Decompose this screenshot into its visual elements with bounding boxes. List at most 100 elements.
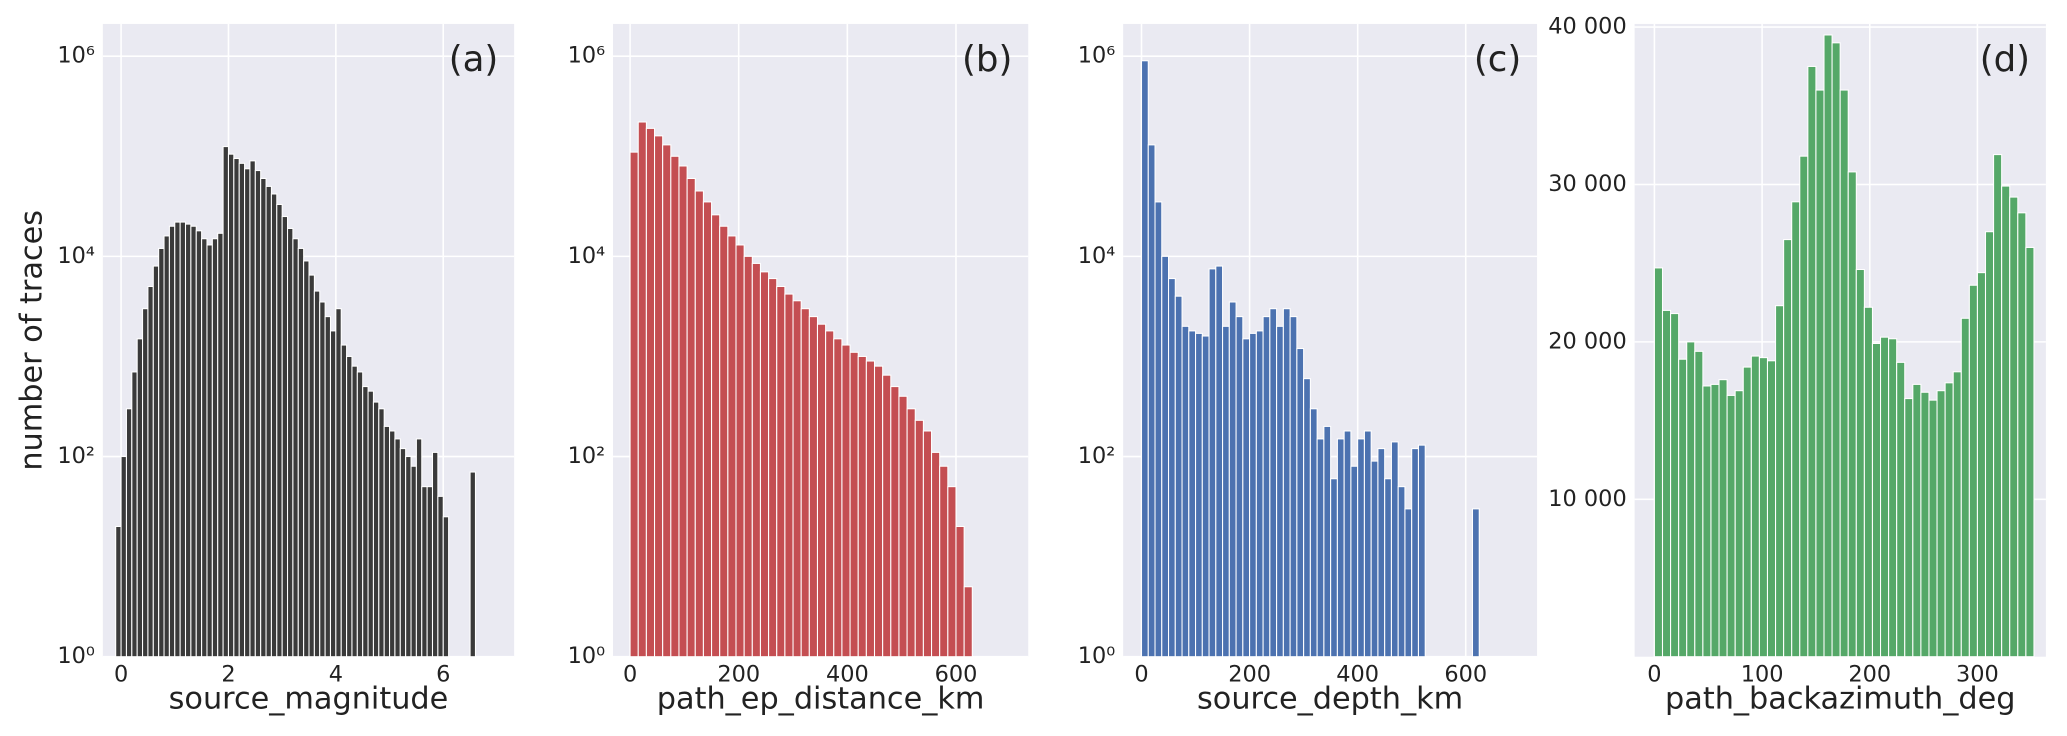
bar xyxy=(356,371,364,658)
bar xyxy=(1750,355,1760,658)
bar xyxy=(313,290,321,658)
bar xyxy=(719,225,729,658)
bar xyxy=(743,255,753,658)
bar xyxy=(947,486,957,658)
bar xyxy=(217,232,224,658)
bar xyxy=(800,308,810,658)
bar xyxy=(1296,347,1305,658)
x-tick-label: 300 xyxy=(1956,662,1999,688)
bar xyxy=(120,455,127,658)
bar xyxy=(1235,316,1244,658)
bar xyxy=(233,157,240,658)
bar xyxy=(415,438,423,658)
bar xyxy=(152,265,160,658)
x-axis-label: path_ep_distance_km xyxy=(657,682,985,717)
bar xyxy=(389,430,396,658)
y-tick-label: 10⁶ xyxy=(1078,43,1116,69)
x-tick-label: 0 xyxy=(1647,662,1661,688)
bar xyxy=(1984,231,1995,658)
bar xyxy=(1678,358,1688,658)
bar xyxy=(115,525,122,658)
bar xyxy=(201,238,208,658)
bar xyxy=(276,203,283,658)
bar xyxy=(1831,42,1841,658)
bar xyxy=(1742,366,1752,658)
bar xyxy=(1710,383,1720,658)
y-tick-label: 10⁰ xyxy=(1078,643,1116,669)
bar xyxy=(1411,448,1419,658)
bar xyxy=(1350,465,1359,658)
bar xyxy=(1384,478,1392,658)
bar xyxy=(367,390,374,658)
y-tick-label: 10² xyxy=(568,443,606,469)
bar xyxy=(1799,155,1809,658)
bar xyxy=(1807,65,1817,658)
bar xyxy=(784,293,794,658)
x-axis-label: path_backazimuth_deg xyxy=(1665,682,2015,717)
bar xyxy=(2009,196,2019,658)
x-axis-label: source_magnitude xyxy=(169,682,449,717)
bar xyxy=(1758,357,1769,658)
bar xyxy=(1920,391,1930,658)
bar xyxy=(163,235,170,658)
bar xyxy=(158,247,165,658)
y-tick-label: 10⁴ xyxy=(57,243,95,269)
y-tick-label: 10⁰ xyxy=(568,643,606,669)
bar xyxy=(1208,268,1217,658)
y-tick-label: 10⁶ xyxy=(568,43,606,69)
bar xyxy=(1968,284,1978,658)
bar xyxy=(890,386,900,658)
bar xyxy=(1888,338,1898,658)
bar xyxy=(922,430,933,658)
bar xyxy=(362,386,369,658)
bar xyxy=(1936,390,1946,658)
bar xyxy=(678,165,688,658)
bar xyxy=(1168,278,1176,658)
bar xyxy=(1839,89,1849,658)
bar xyxy=(431,451,439,658)
x-tick-label: 0 xyxy=(114,662,128,688)
bar xyxy=(281,216,289,658)
bar xyxy=(735,244,745,658)
bar xyxy=(1154,201,1163,658)
bar xyxy=(260,177,267,658)
panel-label: (c) xyxy=(1474,39,1521,80)
bar xyxy=(142,308,149,658)
bar xyxy=(1323,425,1332,658)
bar xyxy=(637,121,647,658)
bar xyxy=(2001,185,2011,658)
bar xyxy=(1815,89,1825,658)
bar xyxy=(686,177,696,658)
bar xyxy=(1863,306,1873,658)
bar xyxy=(768,278,778,658)
y-tick-label: 10 000 xyxy=(1548,486,1626,512)
bar xyxy=(319,301,326,658)
bar xyxy=(195,230,203,658)
bar xyxy=(1871,342,1882,658)
bar xyxy=(1357,438,1365,658)
bar xyxy=(1336,438,1345,658)
bar xyxy=(308,274,315,658)
bar xyxy=(1952,371,1962,658)
bar xyxy=(751,262,761,658)
bar xyxy=(292,238,299,658)
bar xyxy=(136,338,144,658)
bar xyxy=(1766,360,1777,658)
bar xyxy=(346,355,353,658)
bar xyxy=(2025,246,2035,658)
bar xyxy=(184,223,192,658)
bar xyxy=(1289,316,1298,658)
bar xyxy=(254,170,262,658)
bar xyxy=(335,308,342,658)
bar xyxy=(190,225,197,658)
bar xyxy=(378,408,385,658)
bar xyxy=(405,455,412,658)
bar xyxy=(340,344,348,658)
bar xyxy=(865,360,876,658)
bar xyxy=(702,201,713,658)
bar xyxy=(759,271,770,658)
bar xyxy=(437,495,444,658)
y-tick-label: 10⁶ xyxy=(57,43,95,69)
bar xyxy=(1404,508,1413,658)
bar xyxy=(841,344,851,658)
